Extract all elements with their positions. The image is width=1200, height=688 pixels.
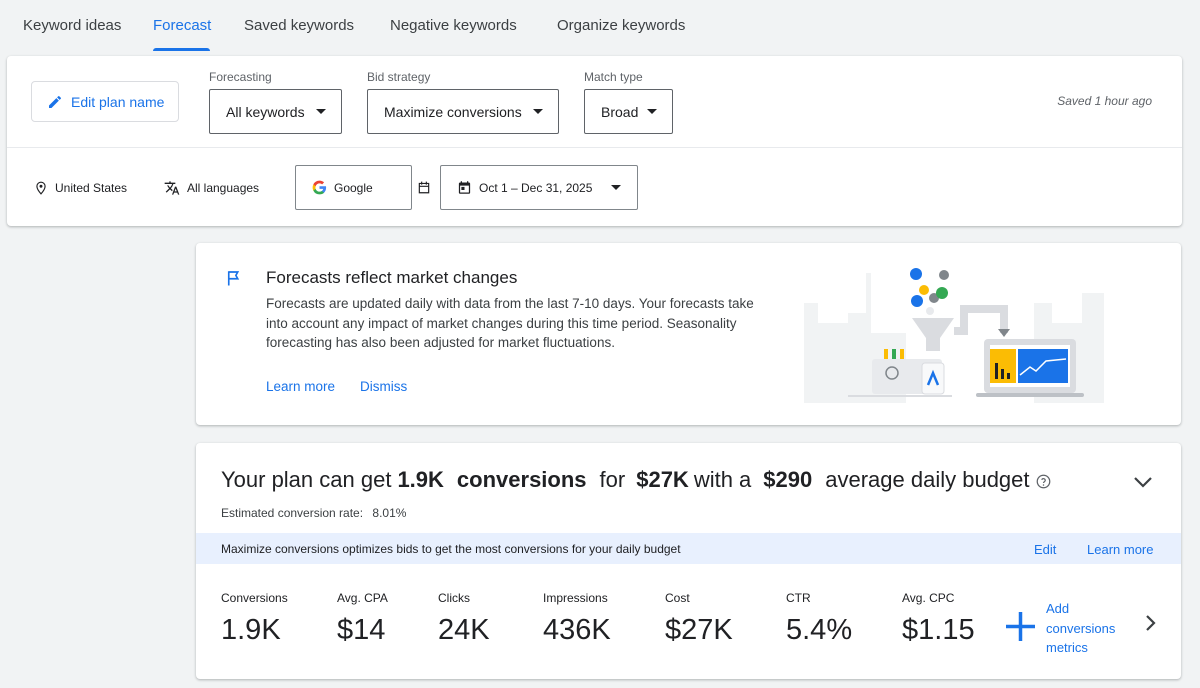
bid-strategy-banner: Maximize conversions optimizes bids to g…	[196, 533, 1181, 564]
dropdown-caret-icon	[533, 109, 543, 114]
plan-settings-card: Edit plan name Forecasting All keywords …	[7, 56, 1182, 226]
location-value: United States	[55, 181, 128, 195]
language-selector[interactable]: All languages	[164, 180, 259, 196]
edit-plan-name-button[interactable]: Edit plan name	[31, 81, 179, 122]
forecasting-value: All keywords	[226, 103, 305, 120]
network-value: Google	[334, 180, 373, 195]
location-selector[interactable]: United States	[34, 180, 127, 196]
metric-value-conversions: 1.9K	[221, 614, 281, 646]
metric-label-ctr: CTR	[786, 591, 811, 605]
metric-label-clicks: Clicks	[438, 591, 470, 605]
match-type-label: Match type	[584, 70, 643, 84]
date-range-value: Oct 1 – Dec 31, 2025	[479, 180, 593, 195]
info-card-body: Forecasts are updated daily with data fr…	[266, 296, 754, 350]
tab-keyword-ideas[interactable]: Keyword ideas	[23, 17, 122, 34]
tab-negative-keywords[interactable]: Negative keywords	[390, 17, 517, 34]
calendar-icon[interactable]	[417, 180, 431, 195]
headline-cost-value: $27K	[636, 467, 689, 492]
headline-for: for	[599, 467, 626, 492]
headline-suffix: average daily budget	[825, 467, 1030, 492]
network-selector[interactable]: Google	[295, 165, 412, 210]
calendar-icon	[458, 181, 471, 194]
dropdown-caret-icon	[316, 109, 326, 114]
headline-conversions-value: 1.9K	[397, 467, 444, 492]
market-changes-card: Forecasts reflect market changes Forecas…	[196, 243, 1181, 425]
location-pin-icon	[36, 181, 46, 195]
metric-value-avg-cpa: $14	[337, 614, 386, 646]
headline-budget-value: $290	[763, 467, 813, 492]
metric-value-impressions: 436K	[543, 614, 611, 646]
tab-saved-keywords[interactable]: Saved keywords	[244, 17, 355, 34]
language-value: All languages	[187, 181, 260, 195]
banner-text: Maximize conversions optimizes bids to g…	[221, 542, 681, 556]
flag-icon	[227, 271, 240, 286]
pencil-icon	[49, 95, 62, 108]
edit-plan-name-label: Edit plan name	[71, 93, 165, 110]
info-card-title: Forecasts reflect market changes	[266, 268, 518, 287]
metric-label-conversions: Conversions	[221, 591, 288, 605]
google-logo-icon	[312, 180, 327, 195]
banner-edit-link[interactable]: Edit	[1034, 542, 1057, 557]
headline-conversions-word: conversions	[456, 467, 587, 492]
dropdown-caret-icon	[647, 109, 657, 114]
bid-strategy-label: Bid strategy	[367, 70, 431, 84]
translate-icon	[164, 181, 180, 195]
tab-bar: Keyword ideas Forecast Saved keywords Ne…	[0, 0, 1200, 54]
learn-more-link[interactable]: Learn more	[266, 379, 336, 394]
bid-strategy-value: Maximize conversions	[384, 103, 522, 120]
forecasting-label: Forecasting	[209, 70, 272, 84]
tab-forecast[interactable]: Forecast	[153, 17, 212, 34]
metric-label-impressions: Impressions	[543, 591, 608, 605]
forecast-illustration	[804, 268, 1104, 403]
conversion-rate-value: 8.01%	[372, 506, 407, 520]
dismiss-link[interactable]: Dismiss	[360, 379, 408, 394]
metric-label-avg-cpc: Avg. CPC	[902, 591, 955, 605]
help-icon[interactable]	[1036, 474, 1051, 489]
headline-with-a: with a	[693, 467, 752, 492]
forecast-summary-card: Your plan can get 1.9K conversions for $…	[196, 443, 1181, 679]
tab-organize-keywords[interactable]: Organize keywords	[557, 17, 686, 34]
active-tab-indicator	[153, 48, 210, 51]
banner-learn-more-link[interactable]: Learn more	[1087, 542, 1154, 557]
forecasting-dropdown[interactable]: All keywords	[209, 89, 342, 134]
dropdown-caret-icon	[611, 185, 621, 190]
add-conversions-metrics-label: Add conversions metrics	[1046, 601, 1116, 655]
metric-value-ctr: 5.4%	[786, 614, 853, 646]
forecast-headline: Your plan can get 1.9K conversions for $…	[221, 467, 1051, 493]
headline-prefix: Your plan can get	[221, 467, 392, 492]
match-type-value: Broad	[601, 103, 639, 120]
metric-label-avg-cpa: Avg. CPA	[337, 591, 388, 605]
plus-icon	[1006, 612, 1035, 641]
saved-status: Saved 1 hour ago	[1057, 94, 1152, 108]
metric-value-avg-cpc: $1.15	[902, 614, 975, 646]
bid-strategy-dropdown[interactable]: Maximize conversions	[367, 89, 559, 134]
date-range-selector[interactable]: Oct 1 – Dec 31, 2025	[440, 165, 638, 210]
conversion-rate: Estimated conversion rate: 8.01%	[221, 506, 406, 520]
chevron-down-icon[interactable]	[1133, 475, 1153, 489]
metric-label-cost: Cost	[665, 591, 690, 605]
add-conversions-metrics-button[interactable]: Add conversions metrics	[1004, 599, 1128, 658]
divider	[7, 147, 1182, 148]
chevron-right-icon[interactable]	[1144, 613, 1156, 633]
metric-value-clicks: 24K	[438, 614, 490, 646]
match-type-dropdown[interactable]: Broad	[584, 89, 673, 134]
metric-value-cost: $27K	[665, 614, 733, 646]
conversion-rate-label: Estimated conversion rate:	[221, 506, 364, 520]
